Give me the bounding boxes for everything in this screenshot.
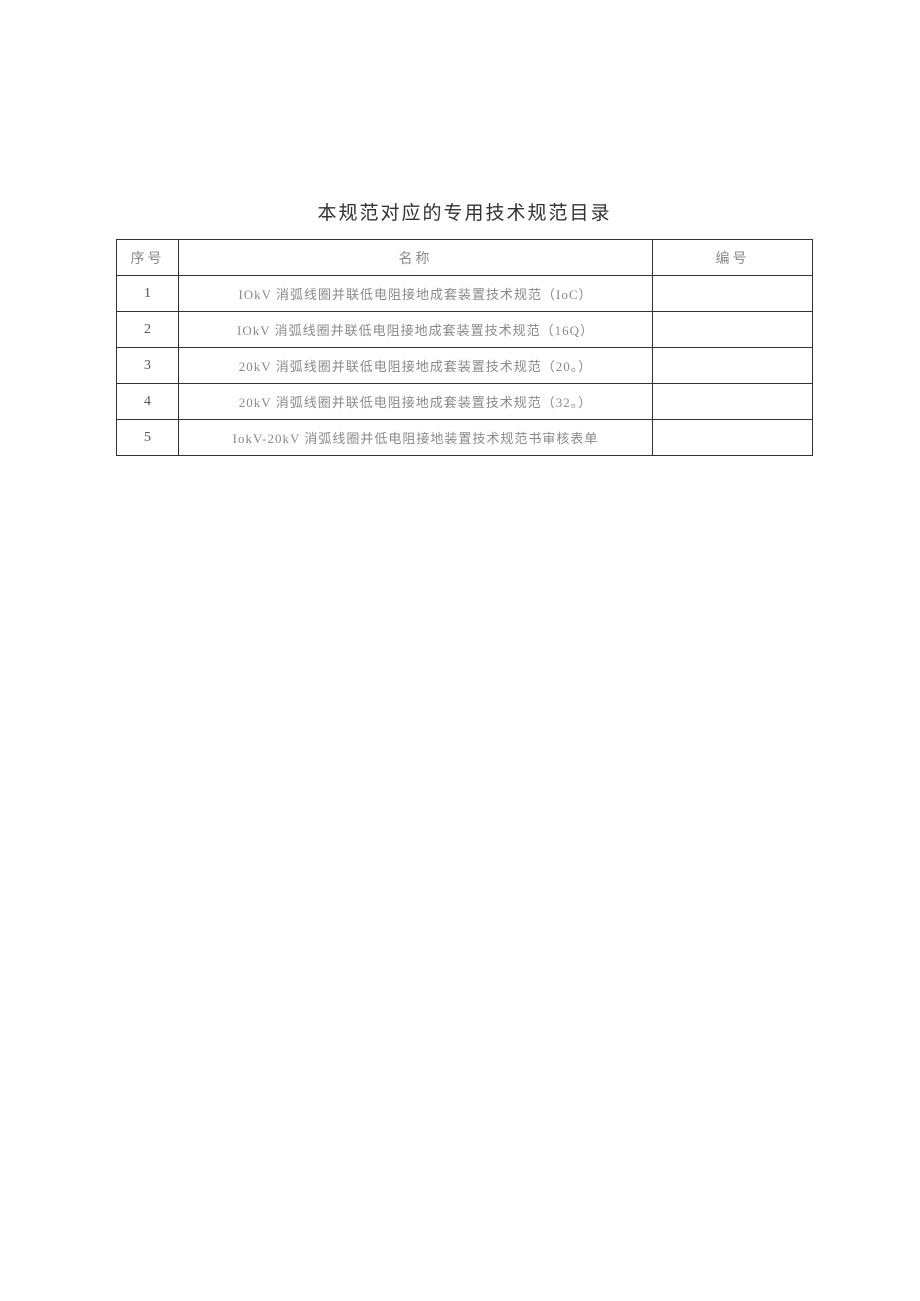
cell-seq: 3 — [117, 348, 179, 384]
cell-seq: 4 — [117, 384, 179, 420]
cell-seq: 2 — [117, 312, 179, 348]
page-title: 本规范对应的专用技术规范目录 — [116, 198, 813, 225]
cell-code — [653, 384, 813, 420]
table-header-row: 序号 名称 编号 — [117, 240, 813, 276]
col-header-seq: 序号 — [117, 240, 179, 276]
cell-name: 20kV 消弧线圈并联低电阻接地成套装置技术规范（32。） — [179, 384, 653, 420]
cell-name: IokV-20kV 消弧线圈并低电阻接地装置技术规范书审核表单 — [179, 420, 653, 456]
table-row: 4 20kV 消弧线圈并联低电阻接地成套装置技术规范（32。） — [117, 384, 813, 420]
cell-name: IOkV 消弧线圈并联低电阻接地成套装置技术规范（IoC） — [179, 276, 653, 312]
table-row: 5 IokV-20kV 消弧线圈并低电阻接地装置技术规范书审核表单 — [117, 420, 813, 456]
cell-code — [653, 420, 813, 456]
cell-code — [653, 276, 813, 312]
cell-seq: 5 — [117, 420, 179, 456]
col-header-code: 编号 — [653, 240, 813, 276]
cell-name: 20kV 消弧线圈并联低电阻接地成套装置技术规范（20。） — [179, 348, 653, 384]
cell-seq: 1 — [117, 276, 179, 312]
table-row: 2 IOkV 消弧线圈并联低电阻接地成套装置技术规范（16Q） — [117, 312, 813, 348]
table-row: 3 20kV 消弧线圈并联低电阻接地成套装置技术规范（20。） — [117, 348, 813, 384]
table-row: 1 IOkV 消弧线圈并联低电阻接地成套装置技术规范（IoC） — [117, 276, 813, 312]
spec-table: 序号 名称 编号 1 IOkV 消弧线圈并联低电阻接地成套装置技术规范（IoC）… — [116, 239, 813, 456]
col-header-name: 名称 — [179, 240, 653, 276]
cell-code — [653, 312, 813, 348]
cell-code — [653, 348, 813, 384]
cell-name: IOkV 消弧线圈并联低电阻接地成套装置技术规范（16Q） — [179, 312, 653, 348]
document-page: 本规范对应的专用技术规范目录 序号 名称 编号 1 IOkV 消弧线圈并联低电阻… — [0, 0, 920, 456]
